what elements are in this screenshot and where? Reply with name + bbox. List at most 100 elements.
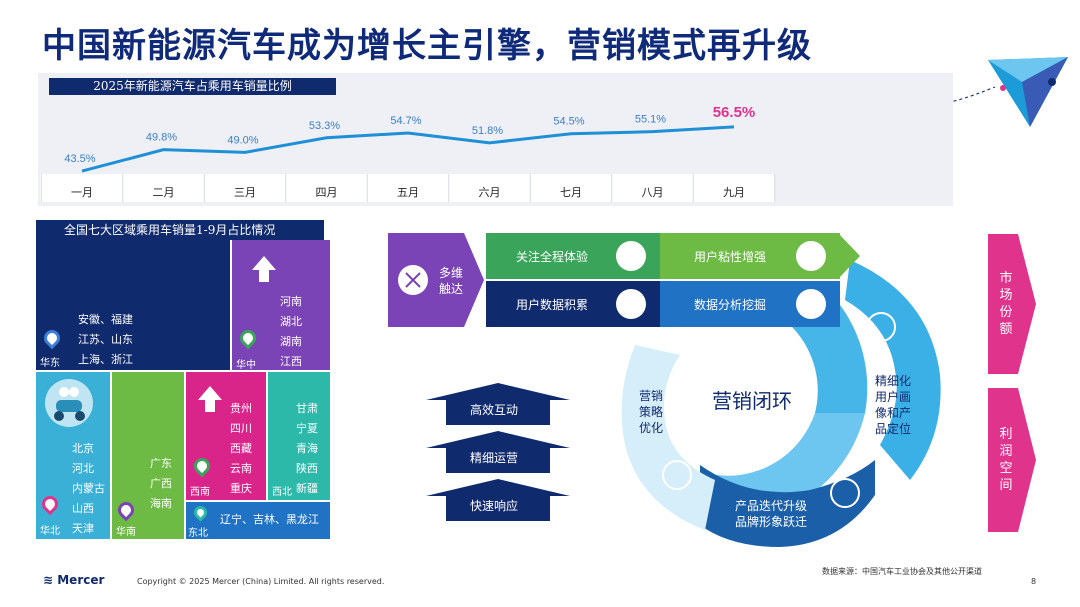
loop-left-text: 营销策略优化 — [638, 389, 663, 435]
process-box-data: 用户数据积累 — [486, 281, 660, 327]
location-pin-icon — [40, 326, 64, 350]
data-label: 43.5% — [64, 153, 95, 165]
data-label: 53.3% — [309, 120, 340, 132]
user-profile-icon — [866, 312, 896, 342]
region-name: 华东 — [40, 358, 60, 369]
up-arrows — [426, 383, 570, 521]
data-label: 55.1% — [635, 114, 666, 126]
region-northwest-block: 甘肃 宁夏 青海 陕西 新疆 西北 — [268, 372, 330, 500]
touch-chevron — [388, 233, 484, 327]
heart-pulse-icon — [796, 241, 826, 271]
province-label: 山西 — [72, 502, 94, 515]
arrow-up-icon — [198, 386, 222, 400]
province-label: 河南 — [280, 295, 302, 308]
region-southwest-block: 贵州 四川 西藏 云南 重庆 西南 — [186, 372, 266, 500]
page-number: 8 — [1031, 577, 1037, 586]
side-profit: 利润空间 — [988, 426, 1038, 494]
province-label: 陕西 — [296, 462, 318, 475]
touch-label: 多维触达 — [438, 266, 463, 296]
region-central-block: 河南 湖北 湖南 江西 华中 — [232, 240, 330, 371]
x-tick-label: 五月 — [397, 186, 419, 199]
data-label: 54.7% — [390, 115, 421, 127]
side-label: 市场份额 — [999, 271, 1013, 337]
arrow-label: 高效互动 — [470, 403, 519, 417]
region-name: 华北 — [40, 526, 60, 537]
province-label: 湖南 — [280, 335, 302, 348]
location-pin-icon — [190, 454, 214, 478]
region-northeast-block: 辽宁、吉林、黑龙江 东北 — [186, 502, 330, 539]
loop-segment-left — [621, 345, 715, 530]
province-label: 云南 — [230, 462, 252, 475]
region-east-block: 安徽、福建 江苏、山东 上海、浙江 华东 — [36, 220, 230, 370]
ev-share-line-chart: 43.5% 一月 49.8% 二月 49.0% 三月 53.3% 四月 54.7% 五月 51.8%… — [40, 104, 776, 202]
region-south-block: 广东 广西 海南 华南 — [112, 372, 184, 539]
x-tick-label: 二月 — [153, 186, 175, 199]
box-label: 关注全程体验 — [516, 250, 589, 264]
data-label: 49.0% — [227, 134, 258, 146]
province-label: 安徽、福建 — [78, 313, 133, 326]
box-label: 用户粘性增强 — [694, 250, 767, 264]
arrow-tip — [838, 233, 860, 279]
process-box-experience: 关注全程体验 — [486, 233, 660, 279]
arrow-up-icon — [252, 256, 276, 270]
region-name: 西北 — [272, 487, 292, 498]
region-name: 东北 — [188, 528, 208, 539]
region-north-block: 北京 河北 内蒙古 山西 天津 华北 — [36, 372, 110, 539]
logo-text: Mercer — [57, 573, 105, 587]
region-name: 西南 — [190, 487, 210, 498]
location-pin-icon — [114, 498, 138, 522]
province-label: 甘肃 — [296, 402, 318, 415]
region-name: 华南 — [116, 527, 136, 538]
copyright: Copyright © 2025 Mercer (China) Limited.… — [137, 577, 385, 586]
side-label: 利润空间 — [999, 427, 1013, 493]
province-label: 四川 — [230, 422, 252, 435]
box-label: 数据分析挖掘 — [694, 298, 767, 312]
mercer-logo: ≋ Mercer — [43, 573, 105, 587]
loop-center-title: 营销闭环 — [712, 389, 792, 413]
data-label: 54.5% — [553, 116, 584, 128]
data-label: 49.8% — [146, 132, 177, 144]
page-title: 中国新能源汽车成为增长主引擎，营销模式再升级 — [42, 26, 812, 66]
series-line — [81, 125, 735, 173]
location-pin-icon — [191, 503, 210, 522]
province-label: 宁夏 — [296, 422, 318, 435]
province-label: 北京 — [72, 442, 94, 455]
hands-leaf-icon — [616, 241, 646, 271]
process-box-analysis: 数据分析挖掘 — [660, 281, 840, 327]
province-label: 海南 — [150, 497, 172, 510]
province-label: 广东 — [150, 457, 172, 470]
chart-title: 2025年新能源汽车占乘用车销量比例 — [49, 78, 336, 95]
data-label: 56.5% — [713, 104, 756, 121]
sliders-icon — [796, 289, 826, 319]
province-label: 上海、浙江 — [78, 353, 133, 366]
location-pin-icon — [38, 492, 62, 516]
province-label: 重庆 — [230, 482, 252, 495]
province-label: 青海 — [296, 442, 318, 455]
province-label: 辽宁、吉林、黑龙江 — [220, 513, 319, 526]
loop-segment-bottom — [700, 460, 875, 547]
region-map: 安徽、福建 江苏、山东 上海、浙江 华东 河南 湖北 湖南 江西 华中 北京 河… — [36, 220, 330, 539]
arrow-label: 快速响应 — [470, 499, 519, 513]
province-label: 西藏 — [230, 442, 252, 455]
province-label: 广西 — [150, 477, 172, 490]
province-label: 内蒙古 — [72, 482, 105, 495]
province-label: 新疆 — [296, 482, 318, 495]
province-label: 贵州 — [230, 402, 252, 415]
x-axis-band — [40, 174, 775, 202]
data-label: 51.8% — [472, 125, 503, 137]
province-label: 湖北 — [280, 315, 302, 328]
loop-segment-right — [845, 260, 941, 480]
region-name: 华中 — [236, 360, 256, 371]
x-tick-label: 九月 — [723, 186, 745, 199]
x-tick-label: 四月 — [316, 186, 338, 199]
x-tick-label: 三月 — [234, 186, 256, 199]
box-label: 用户数据积累 — [516, 298, 589, 312]
province-label: 天津 — [72, 522, 94, 535]
x-tick-label: 八月 — [642, 186, 664, 199]
side-chevrons — [988, 234, 1036, 532]
process-box-stickiness: 用户粘性增强 — [660, 233, 840, 279]
data-source: 数据来源：中国汽车工业协会及其他公开渠道 — [822, 567, 982, 576]
bar-chart-icon — [616, 289, 646, 319]
target-icon — [662, 460, 692, 490]
province-label: 江西 — [280, 355, 302, 368]
